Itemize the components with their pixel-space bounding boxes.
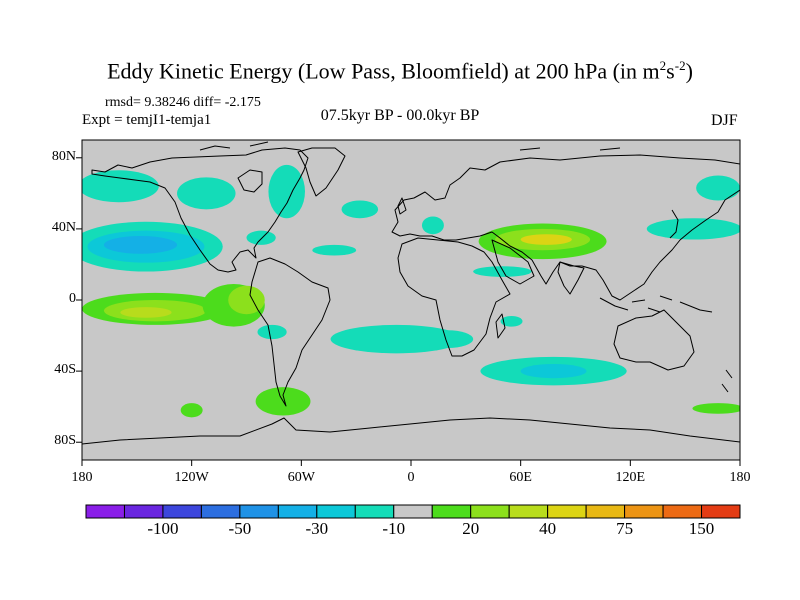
colorbar-swatch [162, 504, 202, 519]
coastline-uk [397, 197, 407, 215]
colorbar-swatch [470, 504, 510, 519]
colorbar-label: 20 [462, 519, 480, 538]
colorbar [85, 504, 741, 519]
anomaly-region-15 [696, 175, 740, 201]
colorbar-swatch [701, 504, 741, 519]
anomaly-region-21 [257, 324, 287, 340]
coastlines [82, 141, 740, 445]
coastline-arctic-islands [199, 141, 621, 151]
lon-tick-label: 60E [509, 470, 532, 485]
lon-tick-label: 60W [287, 470, 315, 485]
lat-tick-label: 80N [51, 148, 76, 164]
colorbar-swatch [585, 504, 626, 519]
map-title: Eddy Kinetic Energy (Low Pass, Bloomfiel… [107, 58, 693, 84]
axis-ticks [76, 157, 741, 466]
colorbar-swatch [508, 504, 549, 519]
lon-tick-label: 180 [71, 470, 93, 485]
colorbar-label: 40 [539, 519, 557, 538]
lat-tick-label: 40N [51, 219, 76, 235]
lat-tick-label: 0 [69, 291, 76, 306]
coastline-south-america [249, 257, 331, 407]
stats-label: rmsd= 9.38246 diff= -2.175 [105, 95, 261, 110]
coastline-new-zealand [721, 369, 733, 393]
coastline-australia [613, 309, 695, 371]
colorbar-label: 75 [616, 519, 634, 538]
anomaly-region-23 [421, 330, 474, 348]
anomaly-region-8 [312, 244, 357, 256]
lon-tick-label: 180 [729, 470, 751, 485]
colorbar-label: -50 [228, 519, 252, 538]
colorbar-swatch [354, 504, 395, 519]
experiment-label: Expt = temjI1-temja1 [82, 112, 212, 128]
lon-tick-label: 120W [174, 470, 209, 485]
colorbar-swatch [431, 504, 472, 519]
coastline-india [557, 261, 585, 295]
anomaly-region-5 [268, 164, 305, 219]
anomaly-region-29 [692, 403, 740, 414]
colorbar-swatch [277, 504, 318, 519]
anomaly-region-4 [177, 177, 236, 210]
period-label: 07.5kyr BP - 00.0kyr BP [320, 107, 480, 124]
colorbar-swatch [85, 504, 125, 519]
lon-tick-label: 0 [407, 470, 415, 485]
coastline-indonesia [599, 295, 713, 313]
anomaly-region-18 [120, 307, 172, 318]
coastline-arabia [491, 239, 535, 285]
colorbar-swatch [123, 504, 164, 519]
season-label: DJF [711, 112, 738, 129]
colorbar-swatch [624, 504, 664, 519]
coastline-north-america [91, 147, 309, 273]
coastline-antarctica [82, 417, 740, 445]
colorbar-label: -100 [147, 519, 179, 538]
anomaly-region-12 [520, 234, 572, 245]
coastline-madagascar [495, 313, 506, 339]
colorbar-swatch [239, 504, 279, 519]
lat-tick-label: 40S [54, 362, 76, 378]
anomaly-region-6 [341, 200, 379, 219]
coastline-africa [397, 237, 511, 357]
anomaly-region-9 [421, 216, 444, 235]
anomaly-region-22 [330, 324, 463, 354]
colorbar-label: -30 [305, 519, 329, 538]
lon-tick-label: 120E [615, 470, 646, 485]
anomaly-region-26 [520, 364, 587, 379]
anomaly-region-20 [228, 285, 265, 315]
anomaly-region-2 [103, 236, 178, 254]
coastline-greenland [297, 147, 346, 197]
anomaly-regions [82, 164, 740, 418]
colorbar-swatch [316, 504, 356, 519]
coastline-hudson-bay [237, 169, 263, 193]
coastline-japan [669, 209, 679, 239]
anomaly-region-24 [500, 316, 523, 327]
colorbar-swatch [200, 504, 241, 519]
anomaly-region-28 [180, 403, 203, 418]
coastline-eurasia [391, 154, 740, 301]
colorbar-label: -10 [382, 519, 406, 538]
lat-tick-label: 80S [54, 433, 76, 449]
anomaly-region-7 [246, 230, 276, 245]
anomaly-region-3 [82, 170, 159, 203]
colorbar-label: 150 [688, 519, 715, 538]
colorbar-swatch [662, 504, 703, 519]
colorbar-swatch [547, 504, 587, 519]
colorbar-swatch [393, 504, 433, 519]
anomaly-region-13 [473, 266, 532, 277]
